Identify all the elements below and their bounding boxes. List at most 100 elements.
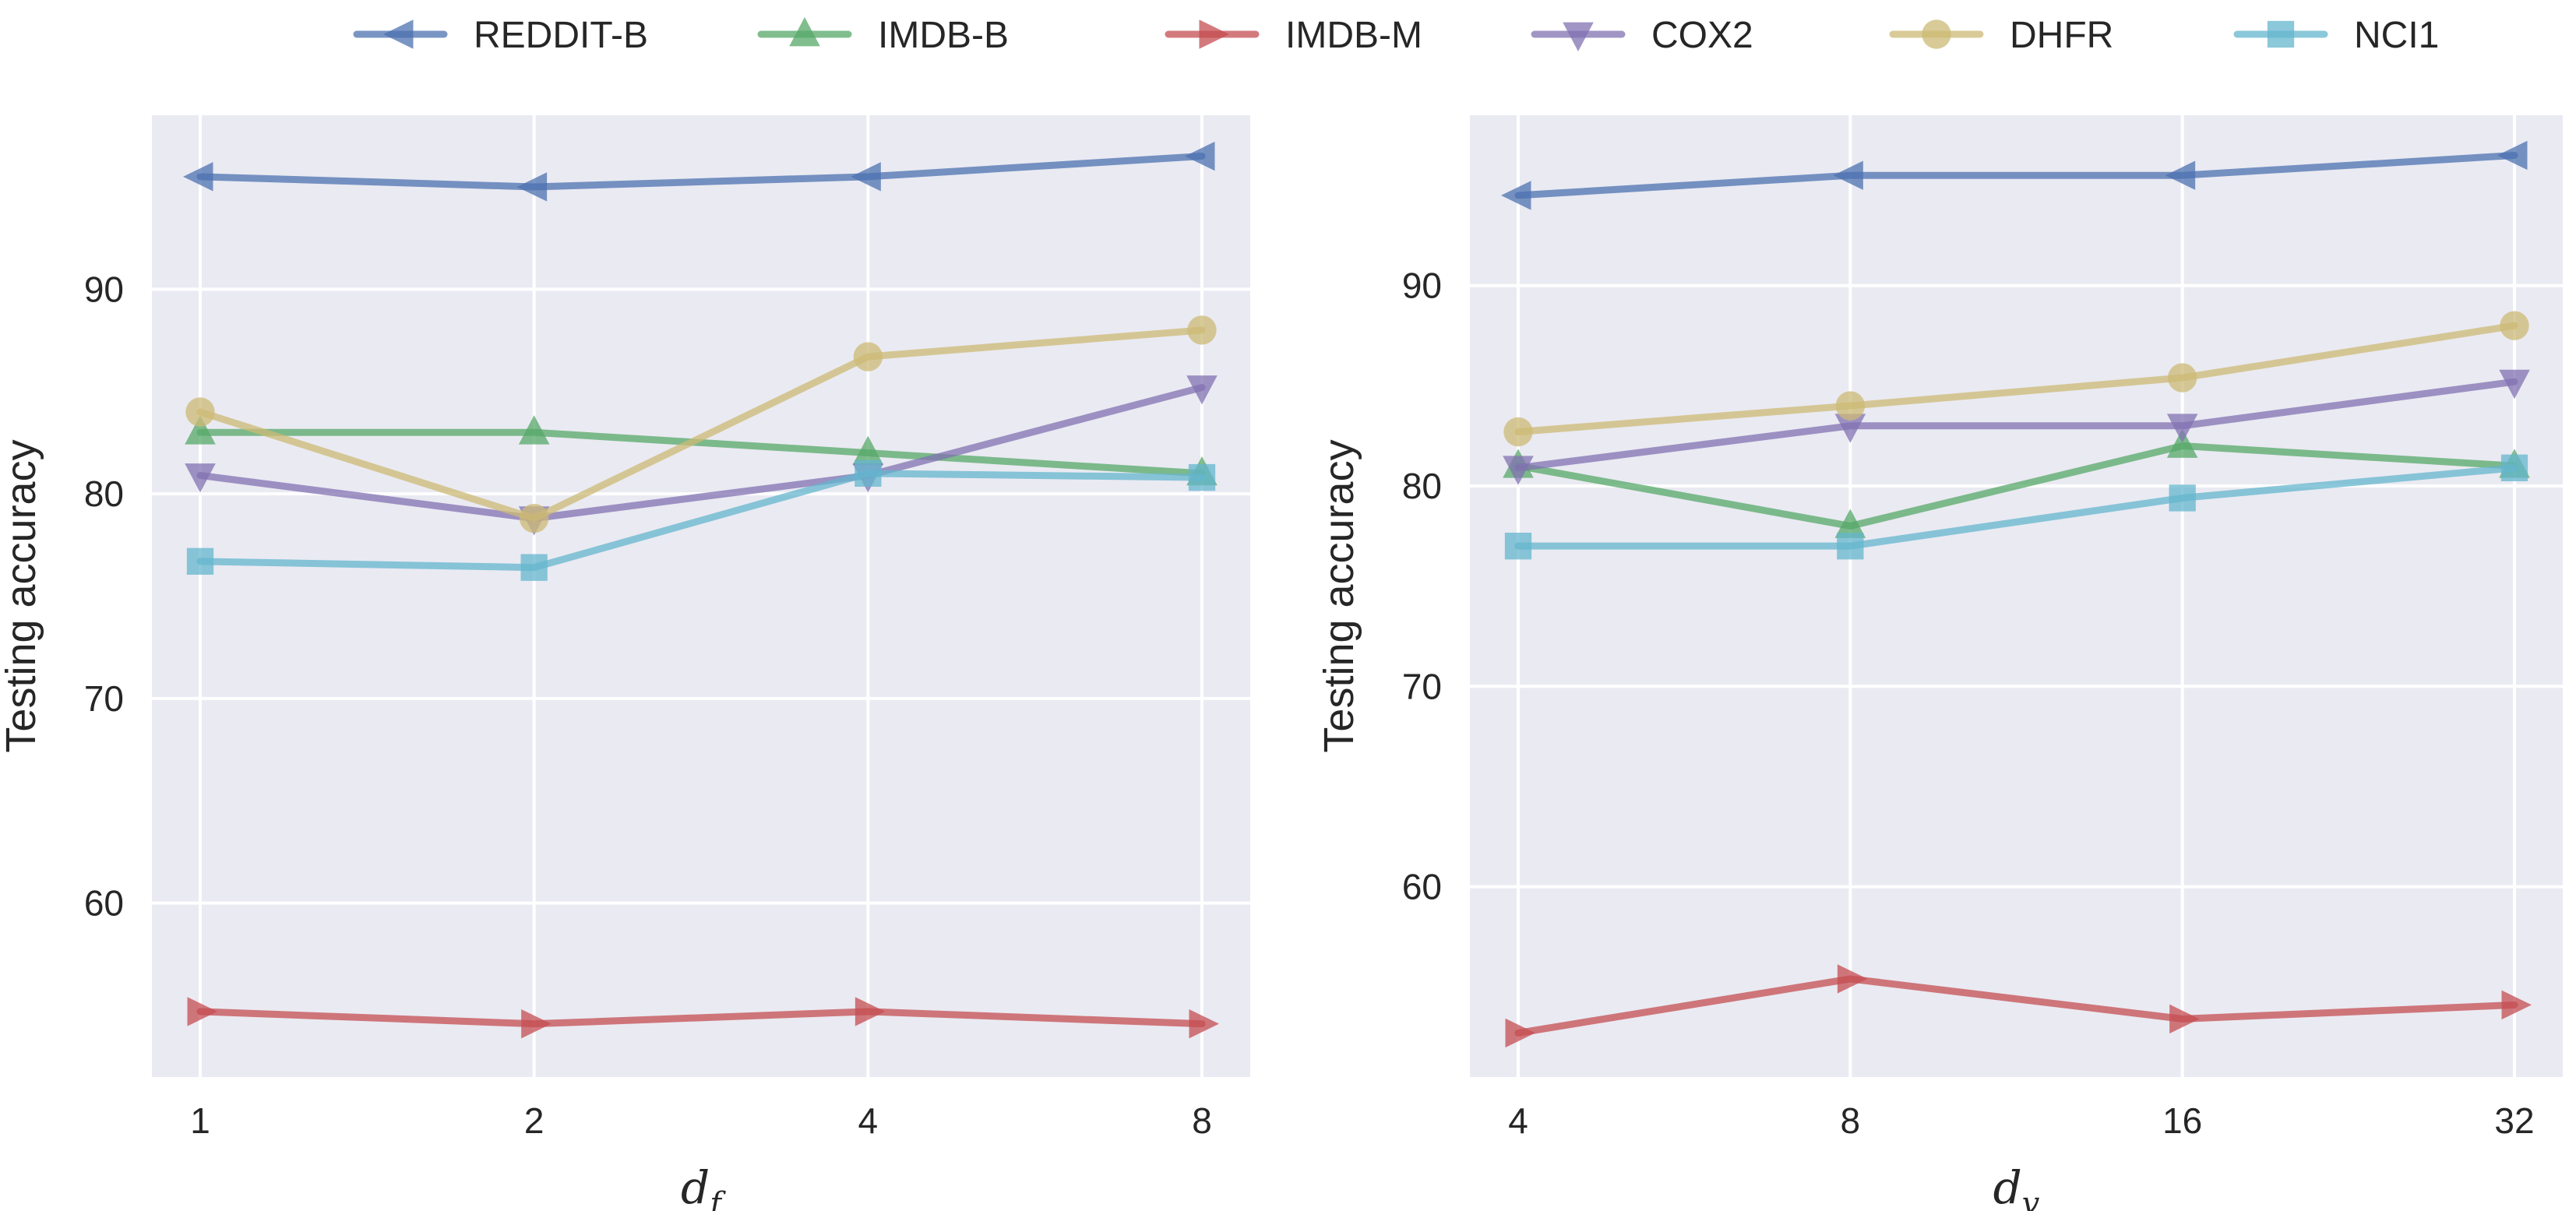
legend-item-imdb-m: IMDB-M (1165, 15, 1422, 56)
legend: REDDIT-B IMDB-B IMDB-M COX2 DHFR NCI1 (353, 15, 2439, 56)
x-axis-label-subscript: v (2022, 1186, 2040, 1211)
x-tick-label-4: 4 (858, 1100, 879, 1141)
x-axis-label: df (681, 1161, 726, 1211)
legend-label-reddit-b: REDDIT-B (474, 15, 648, 56)
point-nci1-4 (855, 459, 882, 488)
x-axis-label: dv (1993, 1161, 2040, 1211)
legend-label-imdb-m: IMDB-M (1285, 15, 1422, 56)
y-tick-label-90: 90 (1402, 266, 1442, 306)
y-tick-label-80: 80 (84, 473, 124, 514)
legend-marker-nci1 (2267, 20, 2295, 48)
series-line-dhfr (196, 326, 1206, 523)
point-cox2-4 (1503, 456, 1534, 485)
series-reddit-b (1501, 140, 2528, 210)
point-reddit-b-8 (1185, 141, 1215, 171)
point-imdb-b-4 (852, 435, 884, 465)
point-imdb-b-1 (185, 415, 216, 445)
y-tick-label-60: 60 (84, 883, 124, 924)
y-tick-label-70: 70 (84, 678, 124, 719)
legend-marker-dhfr (1922, 19, 1951, 49)
point-dhfr-32 (2500, 311, 2529, 340)
x-tick-label-4: 4 (1508, 1100, 1528, 1141)
point-reddit-b-2 (516, 172, 548, 202)
point-imdb-b-16 (2166, 428, 2198, 458)
point-reddit-b-1 (183, 162, 213, 192)
x-axis-label-main: d (681, 1161, 710, 1211)
point-nci1-1 (186, 547, 214, 575)
point-reddit-b-8 (1833, 160, 1863, 190)
point-imdb-m-2 (521, 1009, 551, 1039)
point-reddit-b-16 (2165, 160, 2196, 190)
legend-label-cox2: COX2 (1651, 15, 1753, 56)
point-cox2-8 (1186, 375, 1218, 405)
point-dhfr-1 (185, 397, 215, 427)
series-reddit-b (183, 141, 1215, 202)
point-imdb-m-16 (2169, 1004, 2200, 1034)
series-line-cox2 (1514, 378, 2518, 472)
point-dhfr-4 (853, 342, 883, 371)
plot-area-2 (1470, 115, 2563, 1077)
point-imdb-m-4 (1505, 1018, 1535, 1048)
point-imdb-m-32 (2501, 990, 2532, 1020)
point-cox2-16 (2166, 414, 2198, 443)
point-cox2-1 (185, 463, 216, 493)
y-axis-label: Testing accuracy (1316, 439, 1362, 752)
x-tick-label-8: 8 (1192, 1100, 1212, 1141)
series-dhfr (185, 315, 1217, 533)
x-tick-label-16: 16 (2162, 1100, 2202, 1141)
series-line-dhfr (1514, 322, 2518, 436)
legend-marker-imdb-b (789, 17, 820, 47)
legend-label-dhfr: DHFR (2010, 15, 2113, 56)
series-dhfr (1503, 311, 2529, 447)
point-reddit-b-4 (851, 162, 881, 192)
point-nci1-16 (2169, 484, 2196, 512)
point-dhfr-4 (1503, 417, 1533, 447)
point-imdb-m-4 (855, 997, 886, 1026)
point-nci1-32 (2500, 454, 2528, 481)
y-tick-label-90: 90 (84, 269, 124, 309)
point-dhfr-8 (1835, 391, 1866, 421)
y-tick-label-80: 80 (1402, 466, 1442, 506)
x-tick-label-8: 8 (1841, 1100, 1861, 1141)
panel-1: 60 70 80 90 1 2 4 8 Testing accuracy df (0, 115, 1250, 1211)
series-line-cox2 (196, 383, 1206, 523)
series-line-imdb-m (196, 1008, 1206, 1028)
legend-marker-imdb-m (1199, 19, 1229, 49)
series-nci1 (186, 459, 1216, 581)
series-line-nci1 (1514, 464, 2518, 550)
point-imdb-m-8 (1837, 964, 1868, 994)
point-cox2-8 (1834, 414, 1866, 443)
legend-item-imdb-b: IMDB-B (757, 15, 1009, 56)
legend-label-imdb-b: IMDB-B (878, 15, 1009, 56)
series-imdb-m (1505, 964, 2532, 1048)
panel-2: 60 70 80 90 4 8 16 32 Testing accuracy dv (1316, 115, 2563, 1211)
point-imdb-b-8 (1834, 509, 1866, 538)
legend-label-nci1: NCI1 (2354, 15, 2439, 56)
series-nci1 (1504, 454, 2528, 560)
point-imdb-m-1 (187, 997, 217, 1026)
series-line-imdb-m (1514, 975, 2518, 1037)
point-nci1-2 (520, 554, 548, 581)
legend-item-cox2: COX2 (1531, 15, 1753, 56)
x-axis-label-main: d (1993, 1161, 2022, 1211)
legend-item-reddit-b: REDDIT-B (353, 15, 648, 56)
series-imdb-m (187, 997, 1219, 1039)
point-reddit-b-4 (1501, 181, 1531, 210)
point-nci1-8 (1837, 533, 1864, 560)
legend-marker-cox2 (1563, 22, 1594, 52)
y-tick-label-70: 70 (1402, 666, 1442, 706)
x-tick-label-1: 1 (190, 1100, 210, 1141)
plot-area-1 (152, 115, 1250, 1077)
series-line-reddit-b (1514, 151, 2518, 199)
y-tick-label-60: 60 (1402, 867, 1442, 907)
series-line-imdb-b (196, 428, 1206, 477)
x-tick-label-2: 2 (524, 1100, 544, 1141)
point-cox2-32 (2499, 369, 2530, 400)
point-dhfr-16 (2167, 363, 2197, 393)
point-nci1-8 (1188, 463, 1216, 491)
legend-item-dhfr: DHFR (1889, 15, 2113, 56)
point-imdb-m-8 (1189, 1009, 1219, 1039)
point-dhfr-8 (1187, 315, 1217, 345)
